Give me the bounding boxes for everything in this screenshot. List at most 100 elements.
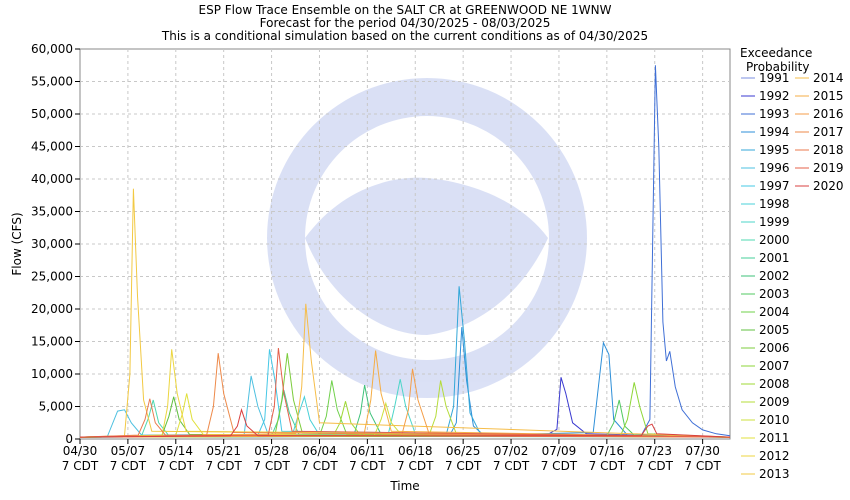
- legend-label-2004: 2004: [759, 305, 790, 319]
- series-line-2011: [79, 393, 731, 438]
- series-line-2013: [79, 188, 731, 438]
- legend-label-2020: 2020: [813, 179, 844, 193]
- y-tick-label: 0: [65, 432, 73, 446]
- legend-label-2010: 2010: [759, 413, 790, 427]
- title-line-2: Forecast for the period 04/30/2025 - 08/…: [260, 16, 551, 30]
- y-tick-label: 35,000: [31, 205, 73, 219]
- x-tick-label: 07/16: [590, 444, 625, 458]
- chart-title: ESP Flow Trace Ensemble on the SALT CR a…: [161, 3, 648, 43]
- y-tick-label: 60,000: [31, 42, 73, 56]
- y-axis: 0 5,000 10,000 15,000 20,000 25,000 30,000 35,0…: [31, 42, 80, 446]
- legend-entries: 1991 1992 1993 1994 1995 1996 1997 1998 1999 2000…: [741, 71, 844, 481]
- legend-label-2017: 2017: [813, 125, 844, 139]
- legend-label-1995: 1995: [759, 143, 790, 157]
- legend-label-2005: 2005: [759, 323, 790, 337]
- y-axis-label: Flow (CFS): [10, 212, 24, 275]
- legend-label-2013: 2013: [759, 467, 790, 481]
- watermark-bird-shape: [305, 177, 548, 335]
- legend-label-2012: 2012: [759, 449, 790, 463]
- series-line-2019: [79, 347, 731, 438]
- x-tick-label: 04/30: [63, 444, 98, 458]
- y-tick-label: 25,000: [31, 270, 73, 284]
- legend-title-line-2: Probability: [746, 60, 809, 74]
- legend-label-2014: 2014: [813, 71, 844, 85]
- x-tick-sublabel: 7 CDT: [637, 459, 674, 473]
- x-tick-sublabel: 7 CDT: [301, 459, 338, 473]
- legend-label-2019: 2019: [813, 161, 844, 175]
- x-tick-label: 05/21: [206, 444, 241, 458]
- series-line-2015: [79, 350, 731, 438]
- x-tick-sublabel: 7 CDT: [397, 459, 434, 473]
- y-tick-label: 5,000: [39, 400, 73, 414]
- legend-label-1993: 1993: [759, 107, 790, 121]
- y-tick-label: 30,000: [31, 237, 73, 251]
- x-tick-label: 05/28: [254, 444, 289, 458]
- legend-label-1996: 1996: [759, 161, 790, 175]
- x-tick-sublabel: 7 CDT: [349, 459, 386, 473]
- legend-label-2003: 2003: [759, 287, 790, 301]
- x-axis-label: Time: [389, 479, 419, 493]
- series-line-2018: [79, 398, 731, 438]
- x-tick-label: 06/18: [398, 444, 433, 458]
- legend-label-2015: 2015: [813, 89, 844, 103]
- grid: [80, 49, 730, 439]
- legend-label-2008: 2008: [759, 377, 790, 391]
- legend-label-2007: 2007: [759, 359, 790, 373]
- legend-title-line-1: Exceedance: [740, 46, 812, 60]
- x-tick-sublabel: 7 CDT: [110, 459, 147, 473]
- x-tick-label: 07/23: [637, 444, 672, 458]
- title-line-3: This is a conditional simulation based o…: [161, 29, 648, 43]
- y-tick-label: 50,000: [31, 107, 73, 121]
- legend-label-2001: 2001: [759, 251, 790, 265]
- legend-label-2006: 2006: [759, 341, 790, 355]
- title-line-1: ESP Flow Trace Ensemble on the SALT CR a…: [199, 3, 612, 17]
- x-tick-label: 05/07: [111, 444, 146, 458]
- x-tick-label: 07/30: [685, 444, 720, 458]
- legend-label-2002: 2002: [759, 269, 790, 283]
- series-line-2010: [79, 401, 731, 438]
- x-tick-sublabel: 7 CDT: [684, 459, 721, 473]
- legend-label-2018: 2018: [813, 143, 844, 157]
- legend-label-1999: 1999: [759, 215, 790, 229]
- x-tick-label: 07/09: [542, 444, 577, 458]
- series-line-1995: [79, 286, 731, 438]
- x-tick-sublabel: 7 CDT: [205, 459, 242, 473]
- y-tick-label: 55,000: [31, 75, 73, 89]
- watermark-inner-circle: [305, 116, 549, 360]
- series-line-2020: [79, 408, 731, 438]
- series-line-2014: [79, 303, 731, 438]
- x-tick-label: 06/11: [350, 444, 385, 458]
- x-tick-sublabel: 7 CDT: [589, 459, 626, 473]
- x-tick-sublabel: 7 CDT: [62, 459, 99, 473]
- y-tick-label: 15,000: [31, 335, 73, 349]
- x-tick-label: 05/14: [158, 444, 193, 458]
- noaa-watermark-logo: [267, 78, 587, 398]
- legend-label-1991: 1991: [759, 71, 790, 85]
- watermark-circle: [267, 78, 587, 398]
- legend-label-2009: 2009: [759, 395, 790, 409]
- x-tick-label: 06/04: [302, 444, 337, 458]
- x-tick-label: 06/25: [446, 444, 481, 458]
- legend-label-2011: 2011: [759, 431, 790, 445]
- x-tick-sublabel: 7 CDT: [158, 459, 195, 473]
- legend-label-1997: 1997: [759, 179, 790, 193]
- y-tick-label: 40,000: [31, 172, 73, 186]
- legend-label-1998: 1998: [759, 197, 790, 211]
- x-tick-sublabel: 7 CDT: [541, 459, 578, 473]
- x-tick-sublabel: 7 CDT: [445, 459, 482, 473]
- legend-label-1994: 1994: [759, 125, 790, 139]
- y-tick-label: 45,000: [31, 140, 73, 154]
- legend-label-2016: 2016: [813, 107, 844, 121]
- x-tick-sublabel: 7 CDT: [493, 459, 530, 473]
- series-line-1993: [79, 65, 731, 438]
- legend-label-1992: 1992: [759, 89, 790, 103]
- x-tick-sublabel: 7 CDT: [253, 459, 290, 473]
- legend-label-2000: 2000: [759, 233, 790, 247]
- x-tick-label: 07/02: [494, 444, 529, 458]
- series-lines: [79, 65, 731, 438]
- y-tick-label: 20,000: [31, 302, 73, 316]
- y-tick-label: 10,000: [31, 367, 73, 381]
- legend: Exceedance Probability 19911992199319941…: [740, 46, 844, 481]
